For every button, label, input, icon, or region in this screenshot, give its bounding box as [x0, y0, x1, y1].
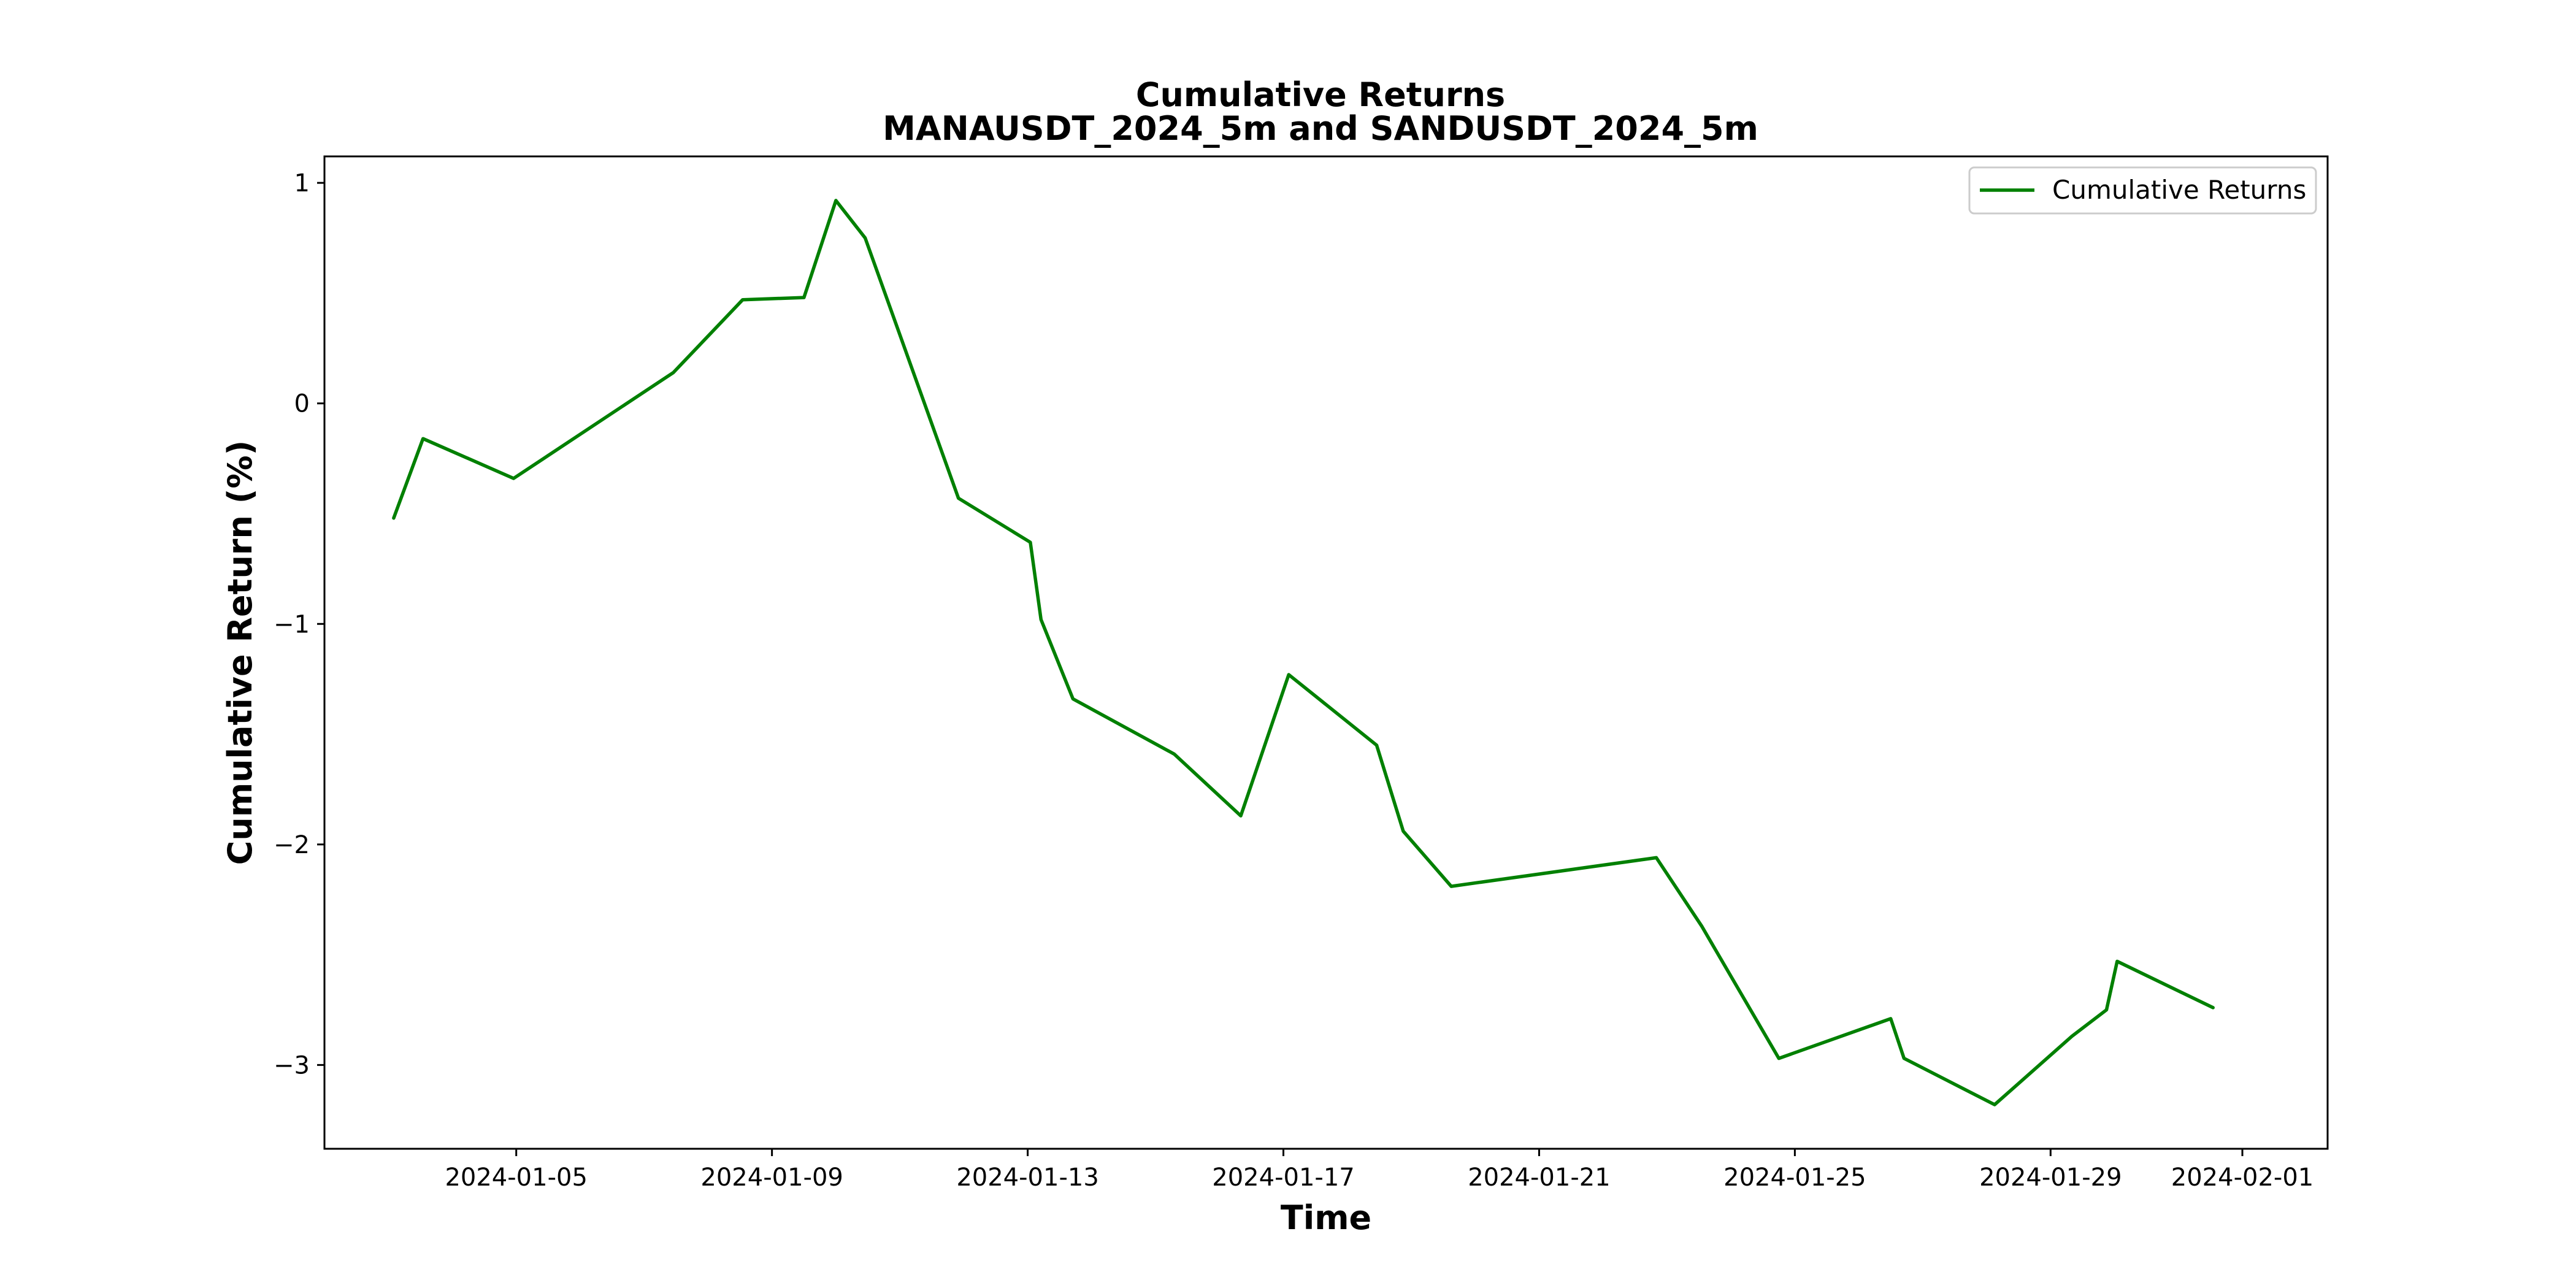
- x-tick-label: 2024-01-29: [1979, 1163, 2122, 1192]
- x-tick-label: 2024-01-05: [445, 1163, 587, 1192]
- x-tick-label: 2024-02-01: [2171, 1163, 2313, 1192]
- cumulative-returns-line: [392, 199, 2215, 1106]
- y-tick-label: 0: [294, 390, 310, 418]
- x-tick-label: 2024-01-17: [1212, 1163, 1354, 1192]
- legend-box: [1968, 166, 2317, 215]
- y-tick-label: −2: [274, 831, 310, 859]
- legend-label: Cumulative Returns: [2052, 175, 2306, 205]
- y-tick-label: −3: [274, 1051, 310, 1079]
- plot-area-frame: [323, 155, 2329, 1150]
- chart-subtitle: MANAUSDT_2024_5m and SANDUSDT_2024_5m: [883, 109, 1758, 148]
- chart-title: Cumulative Returns: [1136, 75, 1505, 114]
- y-axis-label: Cumulative Return (%): [221, 440, 259, 865]
- x-axis-label: Time: [1281, 1198, 1371, 1237]
- x-tick-label: 2024-01-13: [956, 1163, 1098, 1192]
- legend: Cumulative Returns: [1968, 166, 2317, 215]
- x-tick-label: 2024-01-25: [1723, 1163, 1866, 1192]
- x-tick-label: 2024-01-21: [1468, 1163, 1610, 1192]
- axis-ticks: 2024-01-05 2024-01-09 2024-01-13 2024-01-17…: [274, 169, 2313, 1192]
- y-tick-label: 1: [294, 169, 310, 197]
- y-tick-label: −1: [274, 610, 310, 638]
- x-tick-label: 2024-01-09: [700, 1163, 843, 1192]
